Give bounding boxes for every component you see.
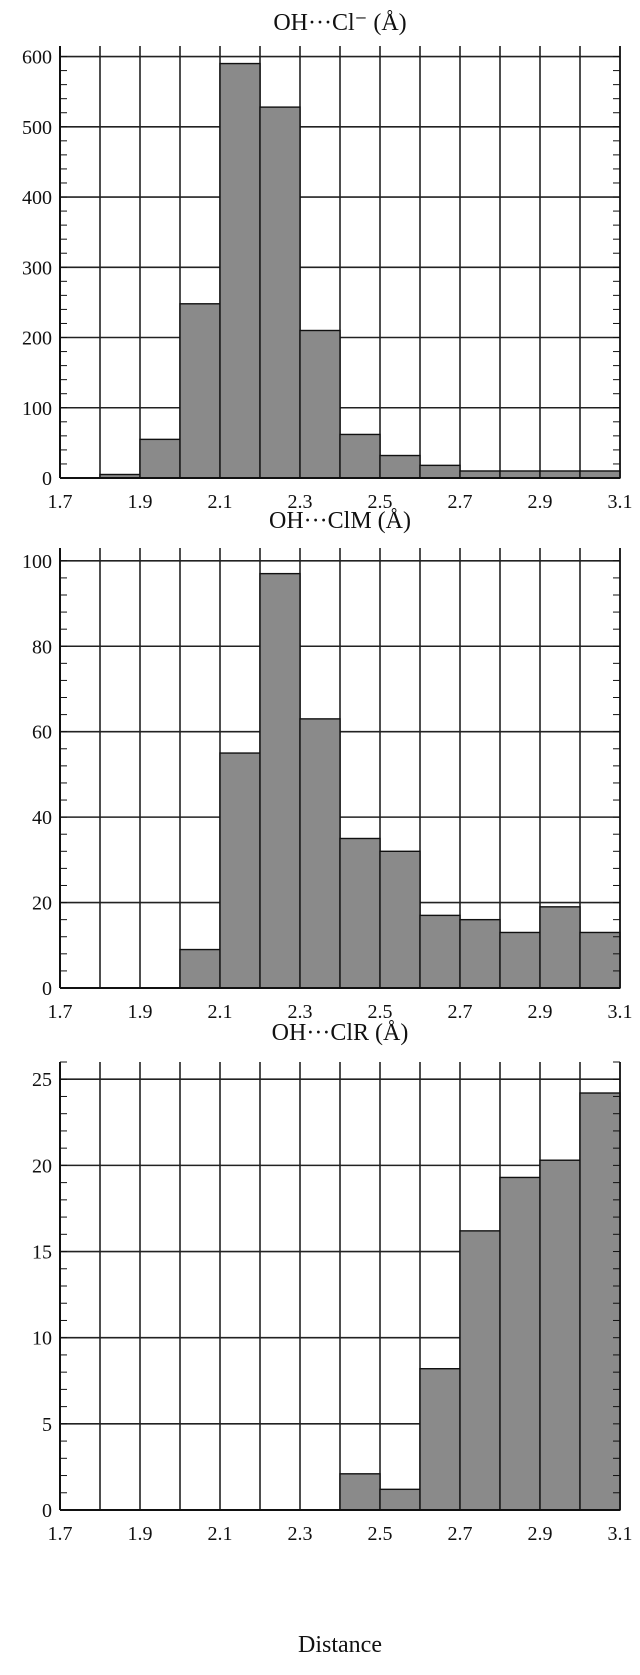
- y-tick-label: 80: [32, 636, 52, 658]
- x-tick-label: 2.9: [528, 1001, 553, 1023]
- y-tick-label: 10: [32, 1328, 52, 1350]
- histogram-bar: [579, 470, 621, 479]
- x-tick-label: 2.3: [288, 1523, 313, 1545]
- histogram-bar: [259, 106, 301, 479]
- histogram-bar: [539, 470, 581, 479]
- histogram-bar: [139, 438, 181, 479]
- histogram-bar: [499, 931, 541, 989]
- x-tick-label: 2.7: [448, 1001, 473, 1023]
- histogram-bar: [379, 454, 421, 479]
- histogram-bar: [339, 433, 381, 479]
- histogram-bar: [219, 752, 261, 989]
- histogram-bar: [299, 329, 341, 479]
- x-tick-label: 3.1: [608, 491, 633, 513]
- histogram-bar: [179, 303, 221, 479]
- y-tick-label: 200: [22, 328, 52, 350]
- y-tick-label: 0: [42, 1500, 52, 1522]
- histogram-bar: [419, 914, 461, 989]
- chart-title-clr: OH···ClR (Å): [271, 1020, 409, 1046]
- x-tick-label: 2.1: [208, 1523, 233, 1545]
- histogram-bar: [379, 1488, 421, 1511]
- chart-title-clm: OH···ClM (Å): [269, 508, 411, 534]
- histogram-bar: [259, 572, 301, 989]
- x-tick-label: 2.5: [368, 491, 393, 513]
- histogram-bar: [339, 1473, 381, 1511]
- y-tick-label: 20: [32, 1155, 52, 1177]
- histogram-bar: [579, 931, 621, 989]
- y-tick-label: 100: [22, 551, 52, 573]
- x-tick-label: 2.3: [288, 1001, 313, 1023]
- histogram-panel-clm: 0 20 40 60 80 100 1.7 1.9 2.1 2.3 2.5 2.7 2.9 3.1: [22, 548, 633, 1023]
- x-axis-label: Distance: [298, 1632, 382, 1658]
- x-tick-label: 2.9: [528, 491, 553, 513]
- x-tick-label: 1.7: [48, 491, 73, 513]
- y-tick-label: 5: [42, 1414, 52, 1436]
- x-tick-label: 2.3: [288, 491, 313, 513]
- y-tick-label: 100: [22, 398, 52, 420]
- y-tick-label: 400: [22, 187, 52, 209]
- y-tick-label: 60: [32, 722, 52, 744]
- histogram-bar: [499, 470, 541, 479]
- histogram-bar: [219, 62, 261, 479]
- histogram-bar: [339, 837, 381, 989]
- y-tick-label: 600: [22, 47, 52, 69]
- histogram-bar: [579, 1092, 621, 1511]
- histogram-bar: [459, 918, 501, 989]
- histogram-bar: [499, 1176, 541, 1511]
- histogram-bar: [419, 1368, 461, 1511]
- histogram-bar: [299, 718, 341, 989]
- y-tick-label: 40: [32, 807, 52, 829]
- histogram-bar: [539, 1159, 581, 1511]
- histogram-bar: [419, 464, 461, 479]
- x-tick-label: 3.1: [608, 1523, 633, 1545]
- x-tick-label: 2.7: [448, 1523, 473, 1545]
- y-tick-label: 15: [32, 1242, 52, 1264]
- y-tick-label: 0: [42, 468, 52, 490]
- x-tick-label: 2.1: [208, 491, 233, 513]
- histogram-panel-clr: 0 5 10 15 20 25 1.7 1.9 2.1 2.3 2.5 2.7 2.9 3.1: [32, 1061, 633, 1545]
- x-tick-label: 1.7: [48, 1523, 73, 1545]
- histogram-bar: [379, 850, 421, 989]
- x-tick-label: 1.9: [128, 1523, 153, 1545]
- y-tick-label: 20: [32, 893, 52, 915]
- x-tick-label: 3.1: [608, 1001, 633, 1023]
- histogram-bar: [459, 470, 501, 479]
- y-tick-label: 25: [32, 1069, 52, 1091]
- x-tick-label: 2.9: [528, 1523, 553, 1545]
- x-tick-label: 1.9: [128, 491, 153, 513]
- histogram-panel-cl-minus: 0 100 200 300 400 500 600 1.7 1.9 2.1 2.3 2.5 2.7 2.9…: [22, 46, 633, 513]
- histogram-bar: [459, 1230, 501, 1511]
- y-tick-label: 300: [22, 257, 52, 279]
- histogram-bar: [179, 948, 221, 989]
- x-tick-label: 1.9: [128, 1001, 153, 1023]
- histogram-bar: [539, 906, 581, 989]
- y-tick-label: 0: [42, 978, 52, 1000]
- x-tick-label: 2.7: [448, 491, 473, 513]
- chart-title-cl-minus: OH···Cl⁻ (Å): [273, 10, 407, 36]
- x-tick-label: 2.5: [368, 1001, 393, 1023]
- x-tick-label: 2.1: [208, 1001, 233, 1023]
- x-tick-label: 2.5: [368, 1523, 393, 1545]
- x-tick-label: 1.7: [48, 1001, 73, 1023]
- y-tick-label: 500: [22, 117, 52, 139]
